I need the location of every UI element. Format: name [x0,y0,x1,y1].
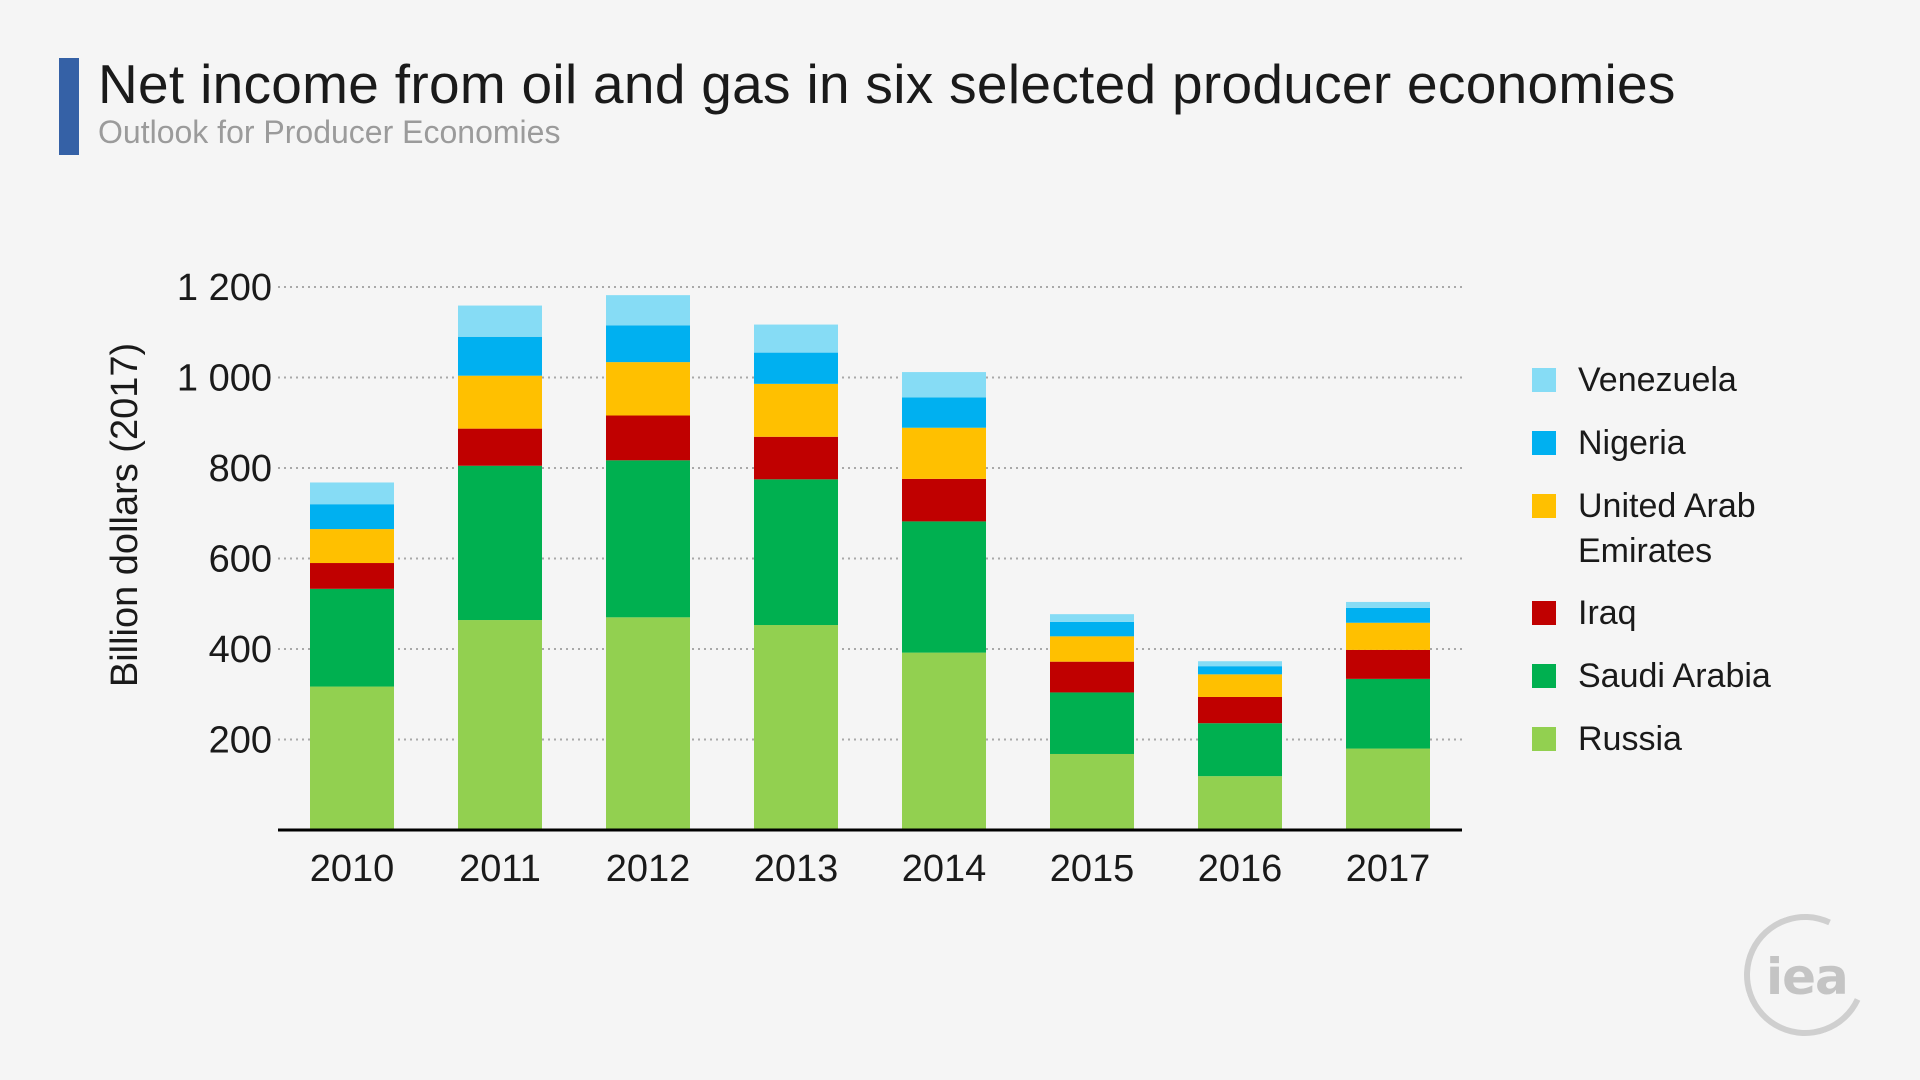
chart-subtitle: Outlook for Producer Economies [98,114,561,150]
bar-segment-russia-2012 [606,617,690,830]
bar-segment-united-arab-emirates-2011 [458,375,542,429]
y-tick-label: 600 [209,539,272,581]
bar-segment-united-arab-emirates-2016 [1198,674,1282,697]
bar-segment-venezuela-2013 [754,324,838,353]
bar-segment-nigeria-2017 [1346,607,1430,623]
bar-segment-united-arab-emirates-2017 [1346,622,1430,650]
x-tick-label: 2014 [902,848,987,890]
bar-segment-venezuela-2010 [310,482,394,505]
bar-segment-iraq-2015 [1050,661,1134,693]
bar-segment-iraq-2013 [754,436,838,480]
logo-text: iea [1766,948,1849,1006]
y-axis-ticks: 200 400 600 800 1 000 1 200 [177,267,272,762]
bar-segment-venezuela-2014 [902,372,986,398]
legend-label: Iraq [1578,594,1637,632]
bar-segment-iraq-2017 [1346,649,1430,679]
x-axis-ticks: 2010 2011 2012 2013 2014 2015 2016 2017 [310,848,1431,890]
legend-label: Russia [1578,720,1682,758]
bar-segment-nigeria-2011 [458,336,542,376]
bar-segment-iraq-2010 [310,563,394,589]
bar-segment-saudi-arabia-2013 [754,479,838,626]
bar-segment-nigeria-2012 [606,325,690,363]
bar-segment-venezuela-2011 [458,305,542,337]
bar-segment-nigeria-2013 [754,352,838,384]
bar-segment-venezuela-2012 [606,295,690,326]
bar-segment-russia-2017 [1346,748,1430,830]
bar-segment-united-arab-emirates-2015 [1050,636,1134,662]
y-tick-label: 400 [209,629,272,671]
bar-segment-venezuela-2015 [1050,614,1134,622]
legend-swatch [1532,494,1556,518]
bar-segment-united-arab-emirates-2013 [754,383,838,437]
legend-swatch [1532,664,1556,688]
bar-segment-venezuela-2017 [1346,601,1430,608]
bar-segment-saudi-arabia-2015 [1050,692,1134,754]
bar-segment-venezuela-2016 [1198,661,1282,667]
y-tick-label: 1 000 [177,358,272,400]
bar-segment-russia-2016 [1198,776,1282,830]
bar-segment-saudi-arabia-2010 [310,588,394,687]
bar-segment-iraq-2011 [458,428,542,466]
bar-segment-saudi-arabia-2012 [606,460,690,618]
y-tick-label: 1 200 [177,267,272,309]
legend-label: United Arab Emirates [1578,487,1756,570]
bar-segment-iraq-2014 [902,478,986,522]
bar-segment-united-arab-emirates-2014 [902,427,986,479]
bar-segment-russia-2011 [458,620,542,830]
bar-segment-russia-2013 [754,625,838,830]
bar-segment-saudi-arabia-2017 [1346,678,1430,749]
legend-swatch [1532,601,1556,625]
legend-swatch [1532,727,1556,751]
bar-segment-russia-2010 [310,686,394,830]
bars [310,295,1430,830]
bar-segment-saudi-arabia-2014 [902,521,986,653]
x-tick-label: 2013 [754,848,839,890]
legend-swatch [1532,368,1556,392]
y-tick-label: 200 [209,720,272,762]
x-tick-label: 2010 [310,848,395,890]
bar-segment-iraq-2012 [606,415,690,461]
legend-label: Nigeria [1578,424,1686,462]
bar-segment-nigeria-2010 [310,504,394,530]
legend-label: Saudi Arabia [1578,657,1771,695]
bar-segment-nigeria-2015 [1050,621,1134,637]
bar-segment-united-arab-emirates-2012 [606,362,690,416]
y-tick-label: 800 [209,448,272,490]
bar-segment-saudi-arabia-2016 [1198,723,1282,777]
legend-label: Venezuela [1578,361,1737,399]
x-tick-label: 2017 [1346,848,1431,890]
bar-segment-nigeria-2014 [902,397,986,428]
bar-segment-nigeria-2016 [1198,666,1282,675]
bar-segment-united-arab-emirates-2010 [310,529,394,564]
gridlines [278,286,1462,741]
bar-segment-russia-2015 [1050,753,1134,830]
legend-swatch [1532,431,1556,455]
chart-title: Net income from oil and gas in six selec… [98,53,1676,115]
y-axis-label: Billion dollars (2017) [104,343,146,687]
x-tick-label: 2016 [1198,848,1283,890]
x-tick-label: 2011 [459,848,541,890]
x-tick-label: 2015 [1050,848,1135,890]
title-accent-bar [59,58,79,155]
iea-logo: iea [1726,896,1884,1054]
bar-segment-saudi-arabia-2011 [458,465,542,621]
x-tick-label: 2012 [606,848,691,890]
bar-segment-russia-2014 [902,652,986,830]
bar-segment-iraq-2016 [1198,696,1282,724]
